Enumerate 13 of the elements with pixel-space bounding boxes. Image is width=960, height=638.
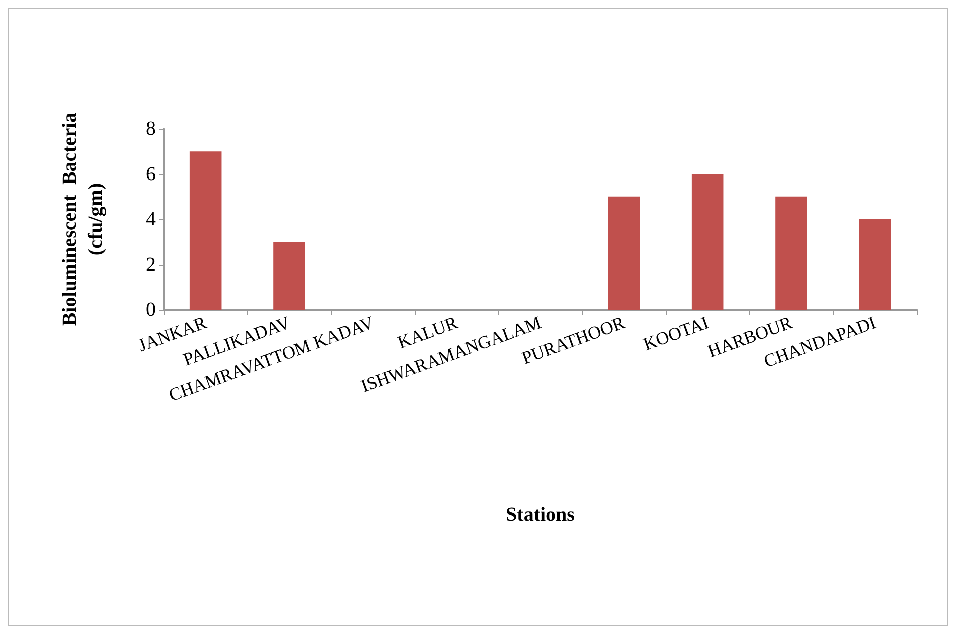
bar xyxy=(776,196,808,310)
y-tick-label: 2 xyxy=(146,254,156,276)
y-tick-label: 0 xyxy=(146,299,156,321)
y-tick-label: 4 xyxy=(146,208,156,230)
y-axis-title: Bioluminescent Bacteria (cfu/gm) xyxy=(59,112,107,326)
x-axis-title: Stations xyxy=(506,504,576,526)
bar xyxy=(190,152,222,310)
bar xyxy=(859,220,892,310)
bar xyxy=(608,196,640,310)
y-tick-label: 8 xyxy=(146,118,156,140)
bar xyxy=(274,242,306,310)
bar xyxy=(692,174,724,310)
y-tick-label: 6 xyxy=(146,163,156,186)
